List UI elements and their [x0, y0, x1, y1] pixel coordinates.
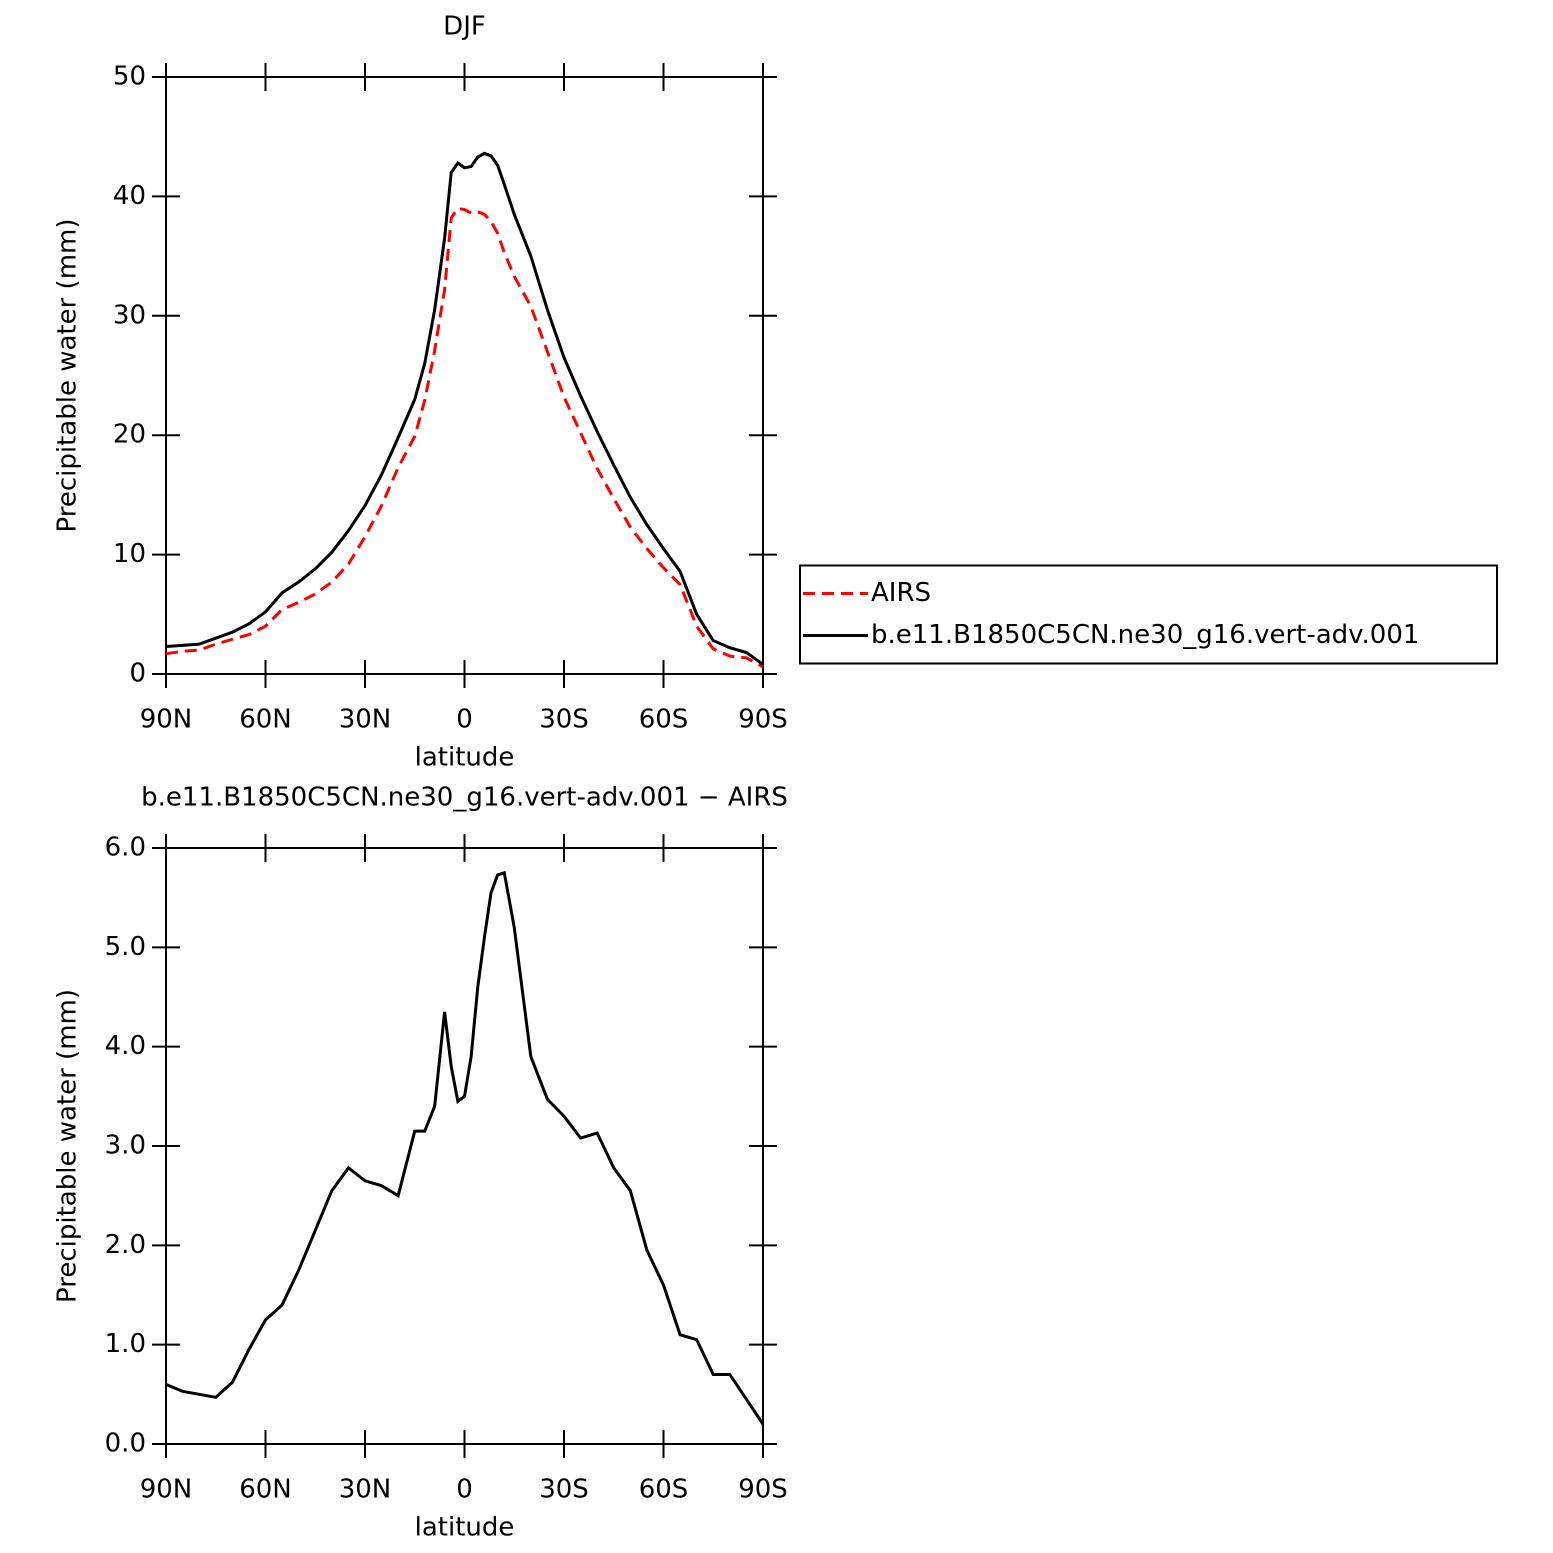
y-tick-label: 4.0 [105, 1031, 146, 1061]
legend-label: b.e11.B1850C5CN.ne30_g16.vert-adv.001 [871, 620, 1419, 650]
x-tick-label: 30S [539, 705, 589, 735]
data-line [165, 206, 764, 669]
y-tick-label: 0 [129, 659, 146, 689]
y-tick-label: 20 [113, 420, 146, 450]
x-tick-label: 60S [639, 1475, 689, 1505]
x-tick-label: 60N [239, 1475, 292, 1505]
y-tick-label: 50 [113, 62, 146, 92]
x-axis-label: latitude [415, 743, 515, 773]
legend-box [799, 564, 1498, 665]
x-tick-label: 0 [456, 1475, 473, 1505]
chart-title: DJF [443, 12, 486, 42]
chart-title: b.e11.B1850C5CN.ne30_g16.vert-adv.001 − … [141, 783, 788, 813]
y-tick-label: 0.0 [105, 1429, 146, 1459]
x-tick-label: 90N [140, 705, 193, 735]
x-tick-label: 0 [456, 705, 473, 735]
plot-frame [165, 847, 764, 1445]
data-line [165, 151, 764, 666]
x-tick-label: 30S [539, 1475, 589, 1505]
y-tick-label: 10 [113, 539, 146, 569]
y-axis-label: Precipitable water (mm) [53, 989, 83, 1303]
y-tick-label: 30 [113, 300, 146, 330]
y-tick-label: 3.0 [105, 1131, 146, 1161]
x-tick-label: 90N [140, 1475, 193, 1505]
y-tick-label: 5.0 [105, 932, 146, 962]
y-tick-label: 6.0 [105, 833, 146, 863]
x-tick-label: 90S [738, 705, 788, 735]
y-axis-label: Precipitable water (mm) [53, 219, 83, 533]
x-tick-label: 30N [339, 705, 392, 735]
legend-label: AIRS [871, 578, 931, 608]
y-tick-label: 2.0 [105, 1230, 146, 1260]
x-tick-label: 90S [738, 1475, 788, 1505]
plot-frame [165, 76, 764, 675]
x-tick-label: 60S [639, 705, 689, 735]
y-tick-label: 40 [113, 181, 146, 211]
x-tick-label: 30N [339, 1475, 392, 1505]
y-tick-label: 1.0 [105, 1329, 146, 1359]
data-line [165, 870, 765, 1425]
x-tick-label: 60N [239, 705, 292, 735]
x-axis-label: latitude [415, 1513, 515, 1543]
